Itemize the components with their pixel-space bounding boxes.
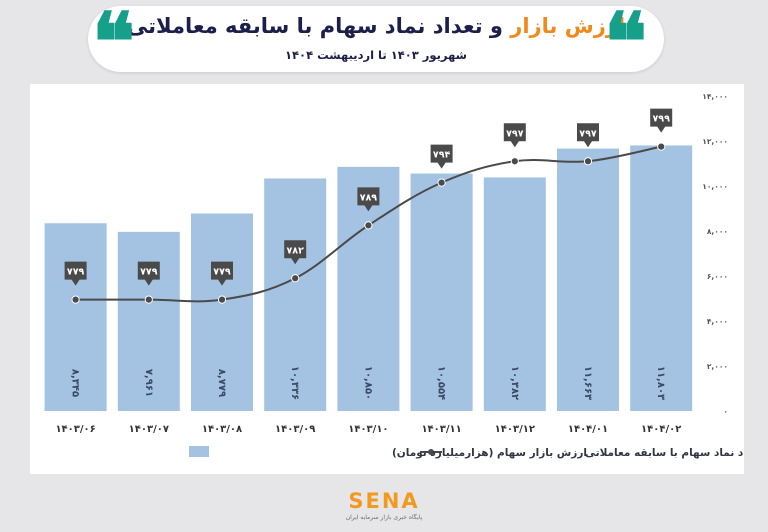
x-tick-label: ۱۴۰۴/۰۱ [568,424,608,435]
line-callout [137,261,160,286]
bar-value-label: ۱۱,۶۶۳ [582,366,593,400]
title-accent: ارزش بازار [510,14,626,38]
line-point [71,295,80,304]
line-callout [284,240,307,265]
line-point [217,295,227,304]
line-callout [430,144,453,169]
line-callout [64,261,87,286]
line-callout [650,108,673,133]
y-tick-label: ۸,۰۰۰ [707,227,728,236]
logo-text: SENA [348,489,420,513]
line-callout [503,123,526,148]
legend-bar-swatch [189,446,209,457]
y-tick-label: ۰ [723,407,728,416]
line-value-label: ۷۷۹ [213,267,231,278]
bar-value-label: ۱۰,۸۵۰ [362,366,373,400]
bar-value-label: ۱۰,۵۵۴ [436,366,447,400]
page-title: ارزش بازار و تعداد نماد سهام با سابقه مع… [88,14,664,38]
logo-tagline: پایگاه خبری بازار سرمایه ایران [345,514,423,521]
line-point [291,274,300,283]
chart-card: ۸,۳۴۵ ۷,۹۶۱ ۸,۷۷۹ ۱۰,۳۳۶ ۱۰,۸۵۰ ۱۰,۵۵۴ ۱۰,۳۸۲ ۱… [30,84,744,474]
line-value-label: ۷۸۹ [360,192,378,203]
bar [410,173,473,411]
x-tick-label: ۱۴۰۳/۰۹ [275,424,315,435]
line-value-label: ۷۹۹ [652,114,670,125]
sena-logo: SENA پایگاه خبری بازار سرمایه ایران [332,489,436,529]
line-value-label: ۷۷۹ [67,267,85,278]
bar [630,145,693,411]
y-tick-label: ۱۴,۰۰۰ [702,92,728,101]
y-tick-label: ۱۲,۰۰۰ [702,137,728,146]
bar-value-label: ۷,۹۶۱ [143,369,154,397]
legend-bar-label: ارزش بازار سهام (هزارمیلیارد تومان) [392,447,587,459]
bar-value-label: ۱۱,۸۰۳ [655,366,666,400]
line-value-label: ۷۹۷ [506,128,524,139]
title-rest: و تعداد نماد سهام با سابقه معاملاتی [126,14,511,38]
bar-value-label: ۸,۷۷۹ [216,369,227,397]
quote-right-icon: ❝ [604,0,648,89]
x-tick-label: ۱۴۰۴/۰۲ [641,424,681,435]
page-subtitle: شهریور ۱۴۰۳ تا اردیبهشت ۱۴۰۴ [285,48,467,62]
bar [483,177,546,411]
x-tick-label: ۱۴۰۳/۰۷ [129,424,169,435]
x-tick-label: ۱۴۰۳/۰۸ [202,424,242,435]
line-point [437,178,446,187]
legend-line-label: تعداد نماد سهام با سابقه معاملاتی [585,447,744,459]
y-tick-label: ۶,۰۰۰ [707,272,728,281]
bar-value-label: ۱۰,۳۸۲ [509,366,520,400]
line-value-label: ۷۷۹ [140,267,158,278]
chart: ۸,۳۴۵ ۷,۹۶۱ ۸,۷۷۹ ۱۰,۳۳۶ ۱۰,۸۵۰ ۱۰,۵۵۴ ۱۰,۳۸۲ ۱… [44,92,744,459]
header-banner: ارزش بازار و تعداد نماد سهام با سابقه مع… [88,6,664,72]
legend-line-marker [428,449,434,455]
x-tick-label: ۱۴۰۳/۱۰ [348,424,388,435]
bar-value-label: ۱۰,۳۳۶ [289,366,300,400]
y-tick-label: ۱۰,۰۰۰ [702,182,728,191]
line-point [510,157,519,166]
line-value-label: ۷۹۴ [433,150,451,161]
line-callout [211,261,233,286]
line-callout [577,123,599,148]
x-tick-label: ۱۴۰۳/۱۱ [421,424,461,435]
bar [44,223,107,411]
bar [557,148,619,411]
line-point [364,221,373,230]
line-point [657,142,666,151]
y-tick-label: ۴,۰۰۰ [707,317,728,326]
line-value-label: ۷۸۲ [286,245,304,256]
y-tick-label: ۲,۰۰۰ [707,362,728,371]
bar [264,178,327,411]
line-callout [357,187,380,212]
x-tick-label: ۱۴۰۳/۱۲ [495,424,535,435]
bar [191,213,253,411]
line-value-label: ۷۹۷ [579,128,597,139]
bar-value-label: ۸,۳۴۵ [70,369,81,397]
x-tick-label: ۱۴۰۳/۰۶ [55,424,95,435]
quote-left-icon: ❝ [92,0,136,89]
line-point [144,295,153,304]
line-point [583,157,593,166]
